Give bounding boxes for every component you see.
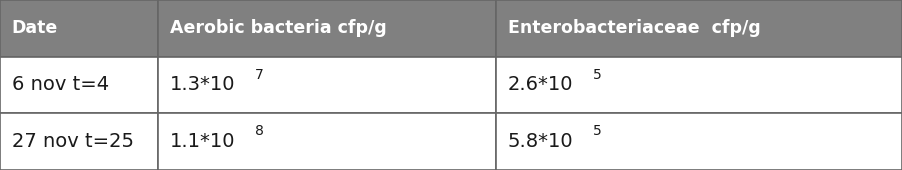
Bar xyxy=(0,113,158,170)
Text: 5: 5 xyxy=(594,124,603,139)
Text: 2.6*10: 2.6*10 xyxy=(508,75,574,95)
Bar xyxy=(158,57,496,113)
Text: Enterobacteriaceae  cfp/g: Enterobacteriaceae cfp/g xyxy=(508,19,760,37)
Text: Date: Date xyxy=(12,19,58,37)
Text: Aerobic bacteria cfp/g: Aerobic bacteria cfp/g xyxy=(170,19,386,37)
Bar xyxy=(496,113,902,170)
Text: 1.3*10: 1.3*10 xyxy=(170,75,235,95)
Bar xyxy=(0,0,158,57)
Text: 27 nov t=25: 27 nov t=25 xyxy=(12,132,133,151)
Text: 7: 7 xyxy=(255,68,263,82)
Text: 8: 8 xyxy=(255,124,264,139)
Bar xyxy=(158,113,496,170)
Text: 5: 5 xyxy=(594,68,602,82)
Text: 6 nov t=4: 6 nov t=4 xyxy=(12,75,109,95)
Bar xyxy=(158,0,496,57)
Text: 5.8*10: 5.8*10 xyxy=(508,132,574,151)
Bar xyxy=(0,57,158,113)
Bar xyxy=(496,0,902,57)
Bar xyxy=(496,57,902,113)
Text: 1.1*10: 1.1*10 xyxy=(170,132,235,151)
